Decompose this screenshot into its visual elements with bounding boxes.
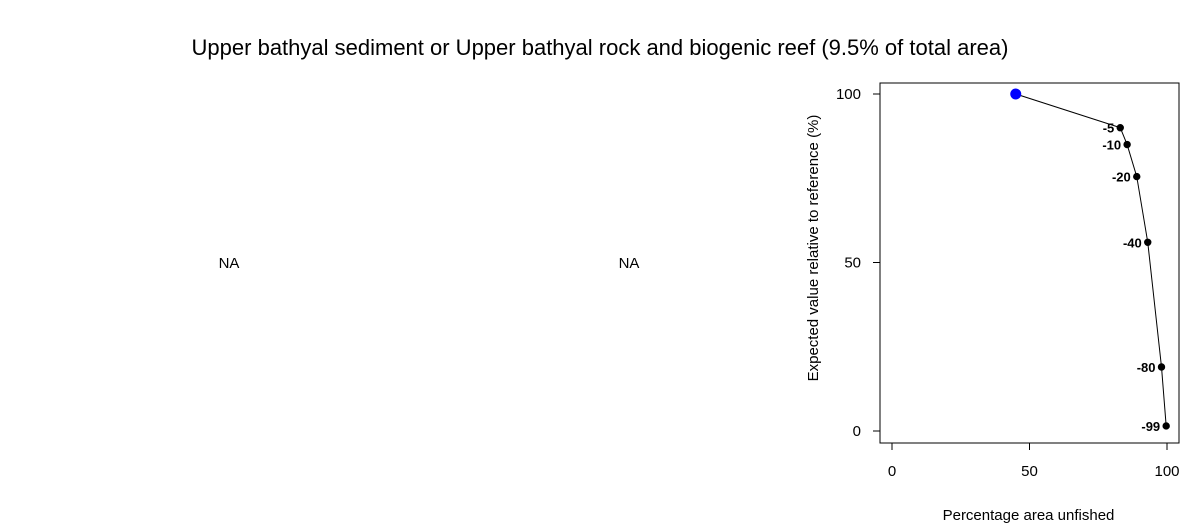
x-axis-label: Percentage area unfished (943, 507, 1115, 524)
reference-point (1010, 88, 1022, 100)
x-tick-label: 50 (1021, 463, 1038, 480)
panel-left-na-label: NA (218, 255, 240, 272)
series-line (1015, 93, 1167, 426)
y-tick-label: 50 (844, 255, 861, 272)
page-title: Upper bathyal sediment or Upper bathyal … (191, 35, 1009, 60)
x-tick-label: 0 (888, 463, 896, 480)
y-tick-label: 100 (836, 86, 861, 103)
data-point (1133, 172, 1141, 181)
data-point (1144, 238, 1152, 246)
y-axis-label: Expected value relative to reference (%) (805, 115, 822, 382)
x-tick-label: 100 (1154, 463, 1179, 480)
data-label: -40 (1123, 235, 1142, 250)
panel-middle-na-label: NA (618, 255, 640, 272)
data-label: -10 (1102, 138, 1121, 153)
data-label: -20 (1112, 170, 1131, 185)
data-label: -80 (1137, 360, 1156, 375)
y-tick-label: 0 (853, 423, 861, 440)
data-point (1157, 363, 1166, 371)
data-point (1162, 422, 1170, 430)
data-label: -99 (1141, 419, 1160, 434)
data-label: -5 (1103, 121, 1115, 136)
data-point (1123, 140, 1131, 149)
data-point (1116, 124, 1124, 132)
plot-frame (879, 82, 1180, 444)
